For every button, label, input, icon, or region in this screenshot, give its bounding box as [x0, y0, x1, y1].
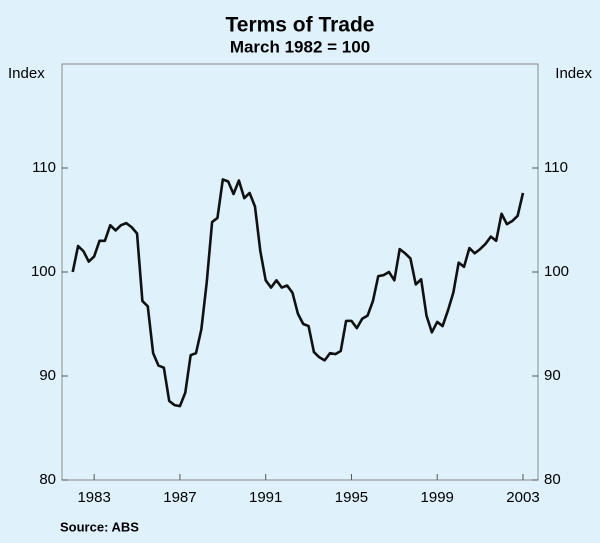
y2-tick-label: 100 — [544, 263, 569, 280]
y2-tick-label: 110 — [544, 159, 568, 176]
source: Source: ABS — [60, 519, 139, 534]
y-tick-label: 110 — [32, 159, 56, 176]
y2-axis-label: Index — [555, 65, 592, 82]
y-tick-label: 90 — [39, 367, 56, 384]
x-tick-label: 2003 — [506, 489, 539, 506]
plot-frame — [61, 63, 539, 481]
x-tick-label: 1999 — [421, 489, 454, 506]
y-tick-label: 80 — [39, 471, 56, 488]
chart-title: Terms of Trade — [226, 14, 375, 37]
x-tick-label: 1995 — [335, 489, 368, 506]
y-axis-label: Index — [8, 65, 45, 82]
x-tick-label: 1991 — [249, 489, 282, 506]
y2-tick-label: 80 — [544, 471, 561, 488]
chart-subtitle: March 1982 = 100 — [230, 37, 370, 56]
x-tick-label: 1983 — [77, 489, 110, 506]
x-tick-label: 1987 — [163, 489, 196, 506]
y-tick-label: 100 — [31, 263, 56, 280]
y2-tick-label: 90 — [544, 367, 561, 384]
data-line — [71, 178, 525, 408]
